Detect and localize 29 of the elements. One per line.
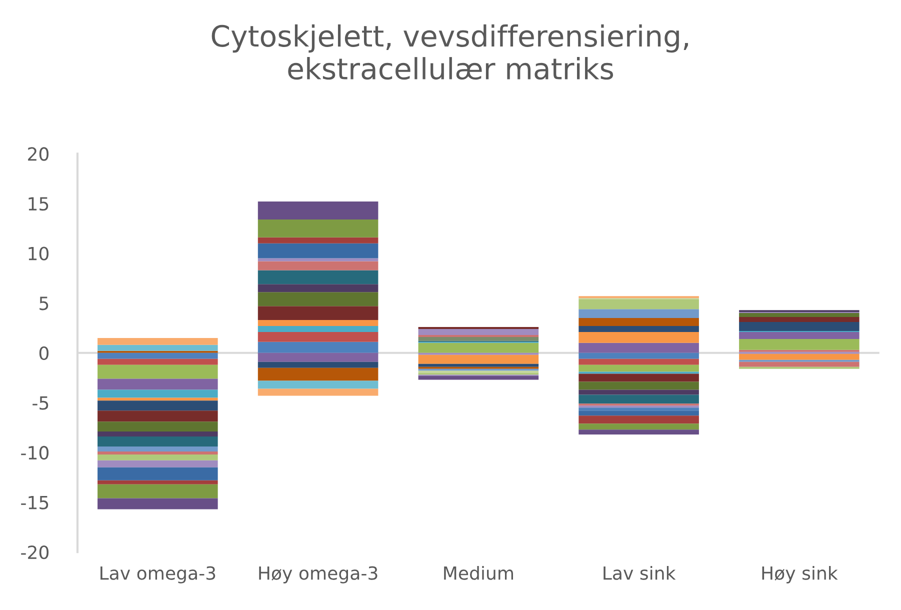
x-tick-label: Høy omega-3: [259, 566, 378, 584]
y-tick-label: 0: [39, 346, 49, 360]
bar: [578, 352, 699, 359]
bar: [98, 498, 218, 510]
bar: [98, 484, 218, 498]
bar: [578, 364, 699, 372]
y-tick-label: 15: [28, 197, 48, 211]
bar: [418, 336, 539, 341]
x-tick-label: Lav omega-3: [100, 566, 216, 584]
y-tick-label: -5: [32, 396, 48, 410]
bar: [98, 364, 218, 379]
bar: [98, 480, 218, 484]
y-tick-label: -15: [21, 496, 48, 510]
bar: [98, 352, 218, 359]
chart-title: Cytoskjelett, vevsdifferensiering, ekstracellulær matriks: [212, 24, 688, 80]
y-tick-label: -20: [21, 546, 49, 560]
x-tick-label: Høy sink: [762, 566, 838, 584]
bar: [739, 317, 860, 322]
y-tick-label: 10: [28, 246, 49, 260]
bar: [258, 243, 378, 258]
y-tick-label: -10: [21, 446, 49, 460]
bar: [258, 237, 378, 244]
bar: [258, 202, 378, 220]
x-tick-label: Medium: [444, 566, 513, 580]
y-tick-label: 5: [40, 296, 48, 310]
x-tick-label: Lav sink: [604, 566, 676, 580]
bar: [98, 467, 218, 480]
y-tick-label: 20: [28, 147, 49, 161]
bar: [258, 219, 378, 238]
